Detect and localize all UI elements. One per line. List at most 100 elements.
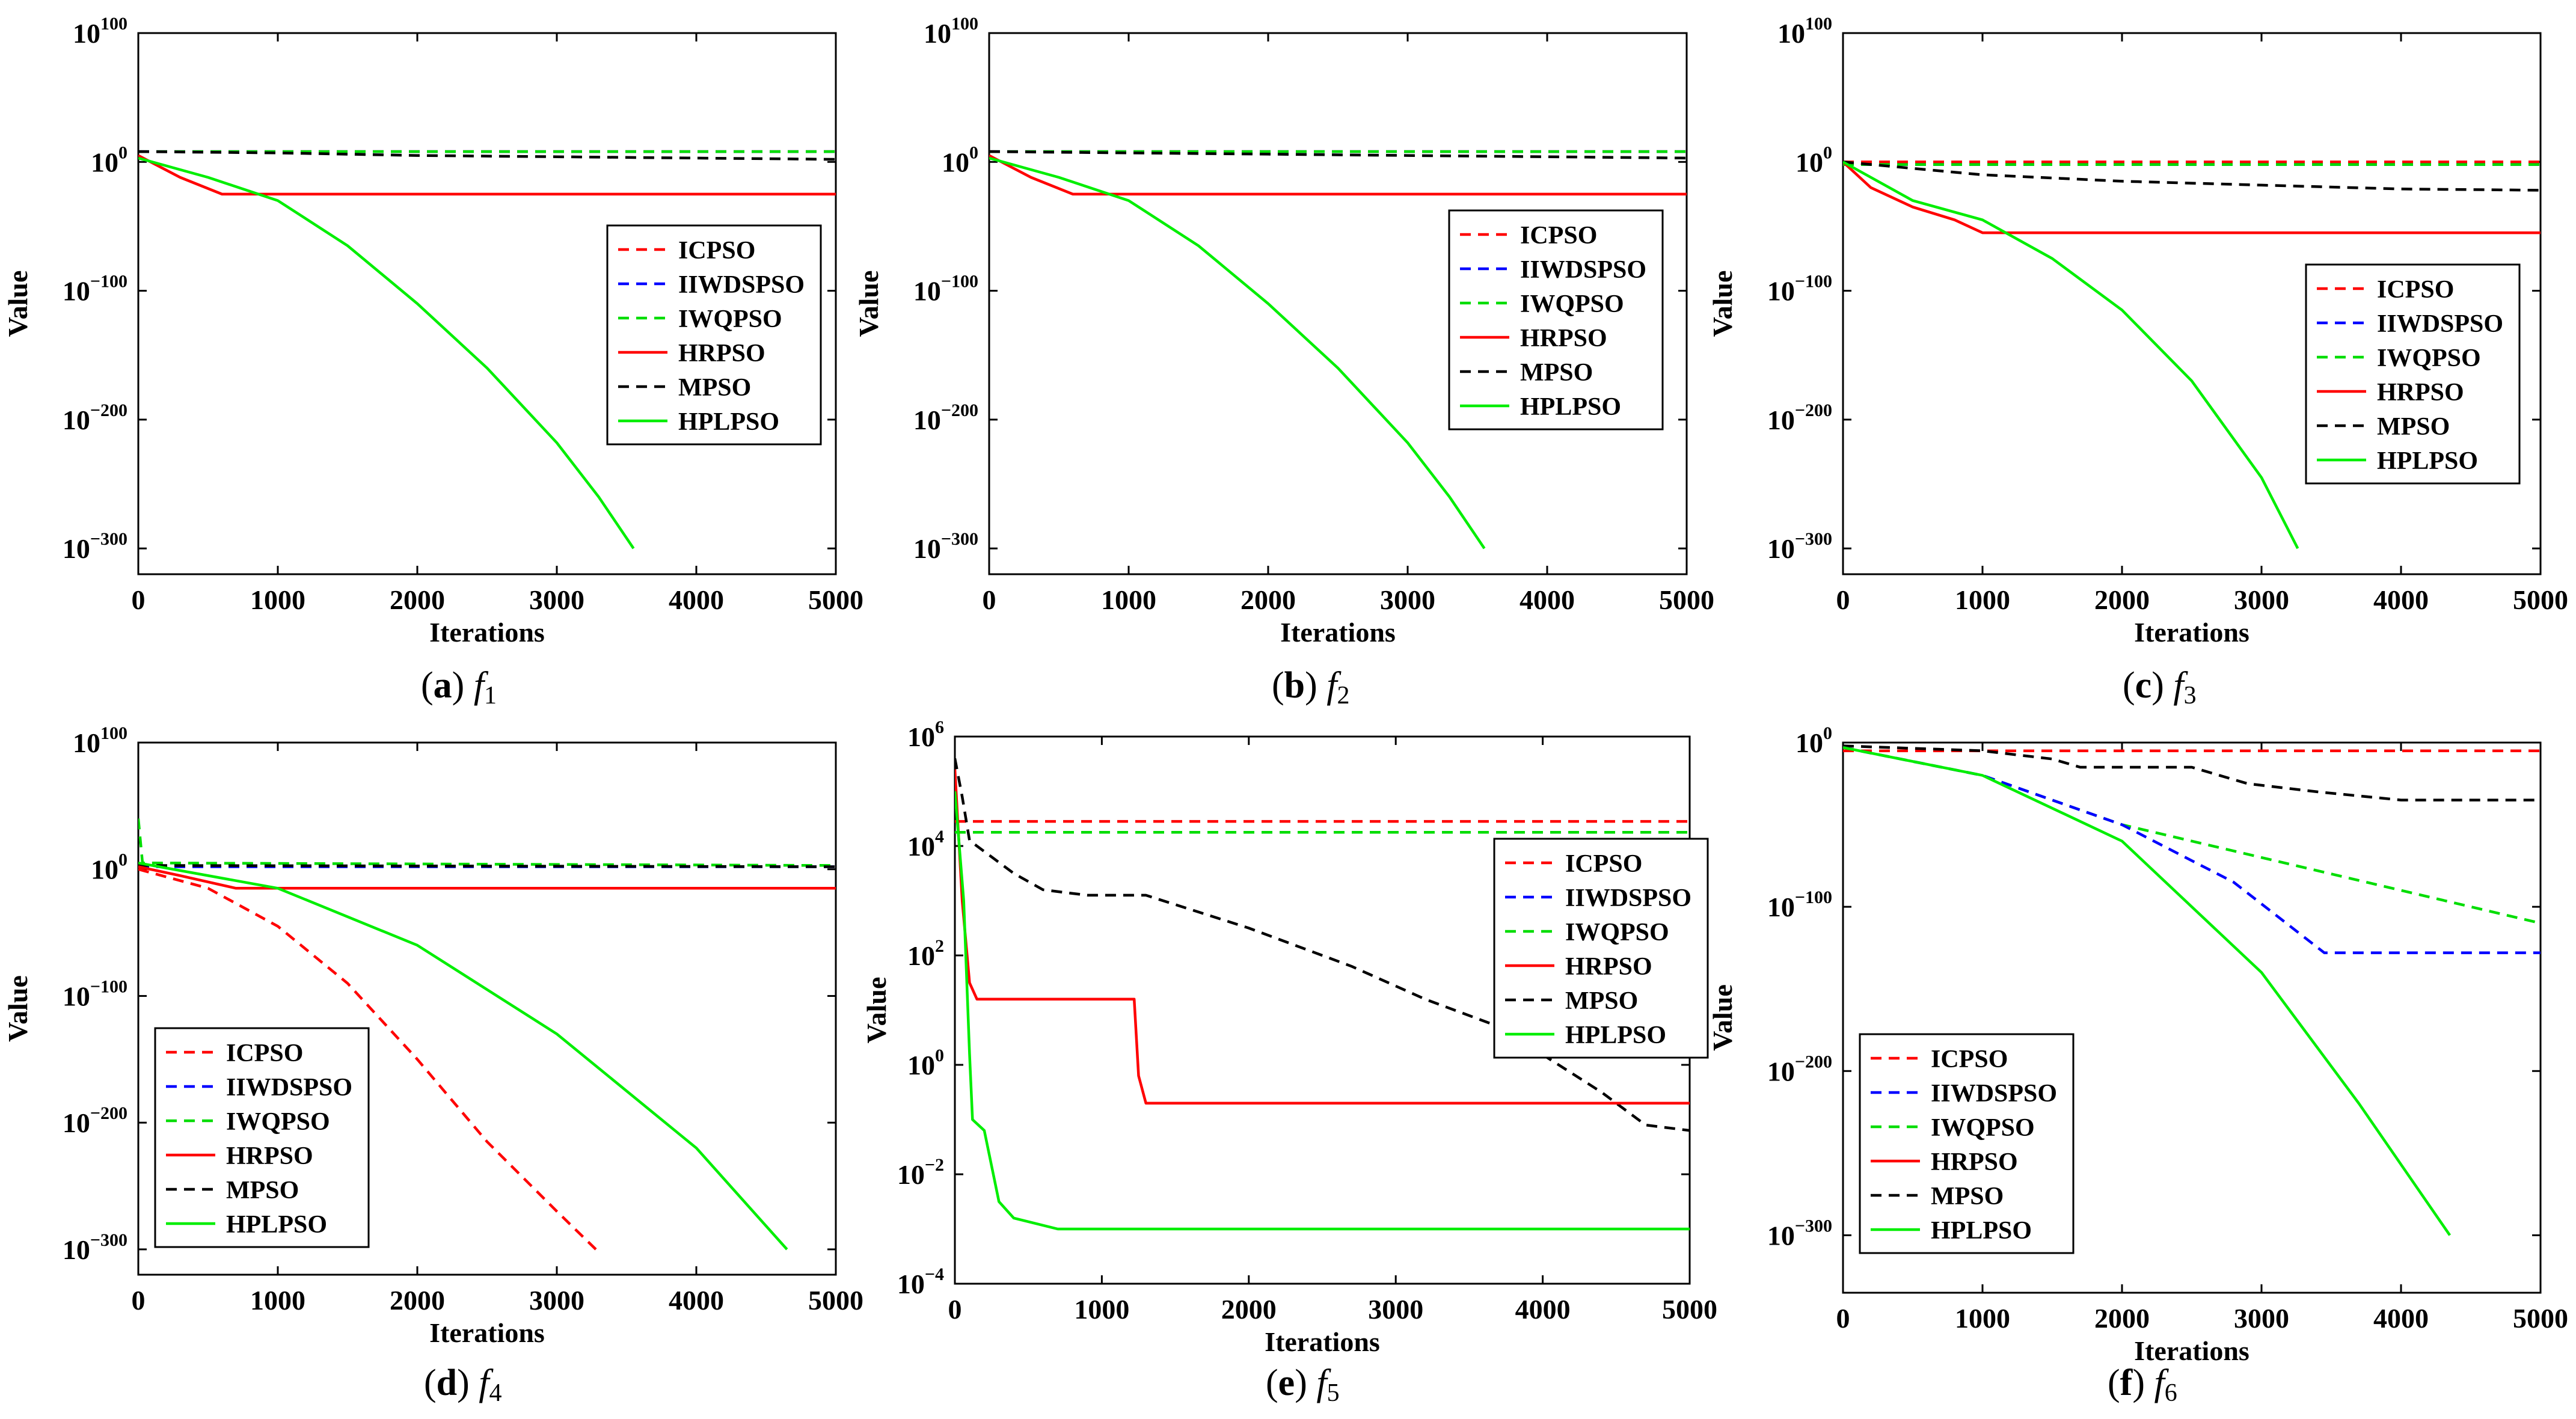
legend-label: MPSO — [2377, 413, 2450, 441]
series-line-hplpso — [1843, 746, 2452, 1236]
y-tick-exponent: 100 — [100, 14, 127, 34]
y-tick-exponent: 2 — [935, 936, 944, 956]
x-tick-label: 2000 — [390, 1285, 445, 1316]
legend-label: IIWDSPSO — [678, 271, 805, 299]
y-tick-label: 10−200 — [63, 1103, 127, 1138]
legend-label: MPSO — [1520, 359, 1593, 387]
y-tick-base: 10 — [907, 940, 935, 971]
series-line-mpso — [1843, 744, 2541, 801]
series-line-hrpso — [138, 865, 836, 890]
y-tick-label: 10−300 — [913, 529, 978, 564]
y-tick-exponent: 0 — [118, 143, 127, 162]
legend-label: IIWDSPSO — [226, 1074, 352, 1102]
x-tick-label: 2000 — [2094, 584, 2150, 615]
legend: ICPSO IIWDSPSO IWQPSO HRPSO MPSO HPLPSO — [1493, 838, 1709, 1059]
y-tick-base: 10 — [1767, 1220, 1795, 1251]
panel-caption: (e) f5 — [1266, 1362, 1340, 1407]
panel-caption: (d) f4 — [424, 1362, 502, 1407]
y-tick-base: 10 — [63, 276, 90, 307]
y-axis-label: Value — [2, 975, 33, 1042]
y-tick-base: 10 — [1767, 276, 1795, 307]
legend-label: HPLPSO — [1931, 1217, 2032, 1245]
caption-letter: c — [2135, 665, 2152, 706]
chart-panel-b: 0 1000 2000 3000 4000 50001010010010−10010−20… — [853, 14, 1714, 710]
y-tick-label: 10−300 — [1767, 1216, 1832, 1251]
y-tick-exponent: −100 — [1795, 272, 1832, 292]
x-tick-label: 3000 — [1368, 1294, 1423, 1325]
x-tick-label: 0 — [132, 584, 146, 615]
x-tick-label: 1000 — [250, 584, 305, 615]
y-tick-label: 10−200 — [913, 400, 978, 435]
y-axis-label: Value — [2, 271, 33, 337]
y-tick-base: 10 — [907, 1050, 935, 1080]
x-tick-label: 4000 — [2373, 584, 2429, 615]
y-tick-exponent: −300 — [90, 529, 127, 549]
legend-label: ICPSO — [678, 237, 755, 265]
y-tick-base: 10 — [1777, 18, 1805, 49]
legend-label: IIWDSPSO — [1565, 884, 1691, 912]
caption-subscript: 2 — [1337, 682, 1350, 710]
legend-label: HRPSO — [1520, 325, 1607, 352]
y-tick-label: 100 — [1796, 723, 1832, 758]
legend-label: ICPSO — [1520, 222, 1597, 250]
panel-caption: (f) f6 — [2108, 1362, 2177, 1407]
legend-label: IWQPSO — [226, 1108, 330, 1136]
y-tick-base: 10 — [942, 147, 969, 177]
series-line-mpso — [138, 864, 836, 868]
legend-label: ICPSO — [1565, 850, 1642, 878]
y-tick-exponent: −100 — [90, 272, 127, 292]
x-axis-label: Iterations — [2134, 1335, 2249, 1366]
legend-label: HRPSO — [226, 1142, 313, 1170]
x-tick-label: 2000 — [2094, 1303, 2150, 1334]
panel-caption: (b) f2 — [1272, 665, 1350, 710]
legend-label: IIWDSPSO — [1931, 1080, 2057, 1108]
chart-panel-f: 0 1000 2000 3000 4000 500010010−10010−20010−3… — [1707, 723, 2568, 1407]
legend-label: ICPSO — [226, 1040, 303, 1067]
x-tick-label: 1000 — [1955, 1303, 2010, 1334]
legend-label: HPLPSO — [678, 408, 779, 436]
y-tick-base: 10 — [63, 405, 90, 435]
y-tick-exponent: −300 — [1795, 1216, 1832, 1236]
series-line-hplpso — [989, 156, 1486, 550]
y-tick-base: 10 — [73, 18, 100, 49]
y-tick-exponent: −300 — [941, 529, 978, 549]
series-line-mpso — [989, 150, 1687, 160]
y-tick-exponent: 4 — [935, 827, 944, 847]
y-tick-label: 100 — [907, 1046, 944, 1080]
caption-subscript: 1 — [484, 682, 497, 710]
y-tick-label: 10−4 — [897, 1264, 944, 1299]
y-tick-label: 10100 — [73, 14, 127, 49]
y-tick-label: 104 — [907, 827, 944, 862]
caption-subscript: 4 — [489, 1379, 502, 1407]
y-tick-exponent: −200 — [90, 400, 127, 420]
x-axis-label: Iterations — [429, 1317, 545, 1348]
y-tick-label: 10−300 — [1767, 529, 1832, 564]
x-tick-label: 1000 — [1074, 1294, 1129, 1325]
y-tick-label: 10−100 — [1767, 272, 1832, 307]
y-tick-exponent: 6 — [935, 717, 944, 737]
legend-label: IWQPSO — [1520, 290, 1624, 318]
y-axis-label: Value — [1707, 271, 1738, 337]
x-tick-label: 0 — [983, 584, 996, 615]
x-tick-label: 2000 — [1221, 1294, 1277, 1325]
y-tick-exponent: −200 — [1795, 1052, 1832, 1071]
y-tick-exponent: 100 — [100, 723, 127, 743]
chart-panel-e: 0 1000 2000 3000 4000 500010610410210010−210−… — [861, 717, 1717, 1407]
legend-label: HPLPSO — [1565, 1022, 1666, 1049]
legend-label: ICPSO — [2377, 276, 2454, 304]
x-tick-label: 3000 — [1380, 584, 1435, 615]
y-tick-base: 10 — [897, 1269, 925, 1299]
legend-box — [606, 224, 822, 446]
legend-box — [2305, 263, 2521, 485]
legend-label: HRPSO — [1565, 953, 1652, 981]
y-tick-exponent: −200 — [1795, 400, 1832, 420]
legend-label: MPSO — [226, 1177, 299, 1204]
x-tick-label: 4000 — [1520, 584, 1575, 615]
y-tick-base: 10 — [63, 981, 90, 1011]
caption-letter: e — [1278, 1362, 1295, 1403]
legend-label: HRPSO — [678, 340, 765, 367]
chart-panel-c: 0 1000 2000 3000 4000 50001010010010−10010−20… — [1707, 14, 2568, 710]
y-tick-label: 10−100 — [63, 272, 127, 307]
y-tick-base: 10 — [73, 728, 100, 758]
y-tick-exponent: 0 — [935, 1046, 944, 1065]
